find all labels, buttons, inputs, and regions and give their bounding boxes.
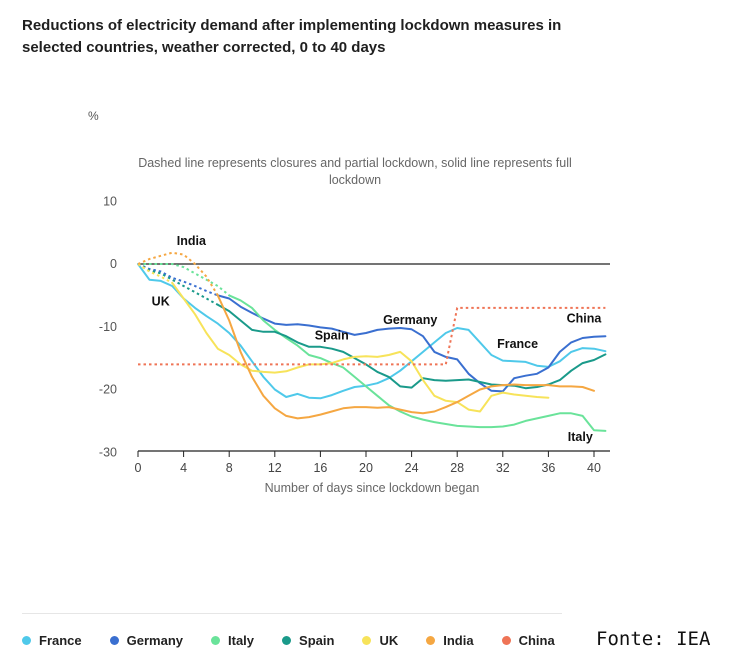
series-label-india: India bbox=[177, 234, 207, 248]
line-chart: 10 0 -10 -20 -30 0 4 8 12 16 20 24 28 32 36 40 France Ge… bbox=[99, 194, 610, 495]
italy-partial-lockdown-line bbox=[138, 263, 230, 297]
france-full-lockdown-line bbox=[137, 263, 607, 400]
india-full-lockdown-line bbox=[216, 294, 595, 420]
legend-swatch bbox=[362, 636, 372, 645]
x-tick-label: 24 bbox=[405, 461, 419, 475]
chart-note: Dashed line represents closures and part… bbox=[138, 156, 572, 187]
legend-item-spain[interactable]: Spain bbox=[282, 633, 334, 648]
series-label-italy: Italy bbox=[568, 430, 593, 444]
x-tick-label: 8 bbox=[226, 461, 233, 475]
x-tick-label: 28 bbox=[450, 461, 464, 475]
legend-swatch bbox=[501, 636, 511, 645]
legend-item-france[interactable]: France bbox=[22, 633, 82, 648]
legend-label: Italy bbox=[228, 633, 255, 648]
chart-title: Reductions of electricity demand after i… bbox=[22, 17, 562, 56]
uk-partial-lockdown-line bbox=[137, 263, 173, 284]
germany-full-lockdown-line bbox=[216, 294, 607, 393]
spain-partial-lockdown-line bbox=[137, 263, 219, 306]
series-label-germany: Germany bbox=[383, 313, 437, 327]
legend-label: India bbox=[443, 633, 474, 648]
series-lines bbox=[137, 251, 607, 432]
legend-item-germany[interactable]: Germany bbox=[109, 633, 184, 648]
y-tick-label: 10 bbox=[103, 194, 117, 208]
series-label-uk: UK bbox=[152, 294, 170, 308]
series-label-spain: Spain bbox=[315, 328, 349, 342]
series-label-china: China bbox=[567, 311, 603, 325]
source-credit: Fonte: IEA bbox=[596, 628, 711, 650]
legend-label: China bbox=[518, 633, 555, 648]
legend-divider bbox=[22, 613, 562, 614]
x-tick-label: 16 bbox=[313, 461, 327, 475]
legend-item-italy[interactable]: Italy bbox=[211, 633, 254, 648]
x-tick-label: 40 bbox=[587, 461, 601, 475]
italy-full-lockdown-line bbox=[228, 294, 607, 432]
legend-label: France bbox=[39, 633, 82, 648]
y-tick-label: -10 bbox=[99, 320, 117, 334]
x-axis-label: Number of days since lockdown began bbox=[265, 481, 480, 495]
axes: 10 0 -10 -20 -30 0 4 8 12 16 20 24 28 32 36 40 bbox=[99, 194, 610, 475]
legend-label: Spain bbox=[299, 633, 335, 648]
series-label-france: France bbox=[497, 337, 538, 351]
legend-swatch bbox=[109, 636, 119, 645]
y-tick-label: -30 bbox=[99, 445, 117, 459]
legend-item-india[interactable]: India bbox=[426, 633, 474, 648]
legend-swatch bbox=[22, 636, 31, 645]
legend-item-uk[interactable]: UK bbox=[362, 633, 398, 648]
legend: France Germany Italy Spain UK India China bbox=[22, 633, 583, 648]
germany-partial-lockdown-line bbox=[137, 263, 219, 297]
uk-full-lockdown-line bbox=[171, 281, 550, 413]
series-labels: France Germany Italy Spain UK India China bbox=[152, 234, 603, 444]
x-tick-label: 0 bbox=[135, 461, 142, 475]
x-tick-label: 32 bbox=[496, 461, 510, 475]
legend-label: UK bbox=[379, 633, 399, 648]
spain-full-lockdown-line bbox=[216, 303, 607, 390]
legend-swatch bbox=[211, 636, 221, 645]
legend-item-china[interactable]: China bbox=[501, 633, 555, 648]
legend-swatch bbox=[426, 636, 436, 645]
x-tick-label: 20 bbox=[359, 461, 373, 475]
x-tick-label: 36 bbox=[541, 461, 555, 475]
y-tick-label: 0 bbox=[110, 257, 117, 271]
legend-label: Germany bbox=[126, 633, 184, 648]
x-tick-label: 4 bbox=[180, 461, 187, 475]
legend-swatch bbox=[282, 636, 292, 645]
y-axis-unit: % bbox=[88, 109, 99, 123]
x-tick-label: 12 bbox=[268, 461, 282, 475]
china-partial-lockdown-line bbox=[138, 306, 606, 366]
y-tick-label: -20 bbox=[99, 383, 117, 397]
